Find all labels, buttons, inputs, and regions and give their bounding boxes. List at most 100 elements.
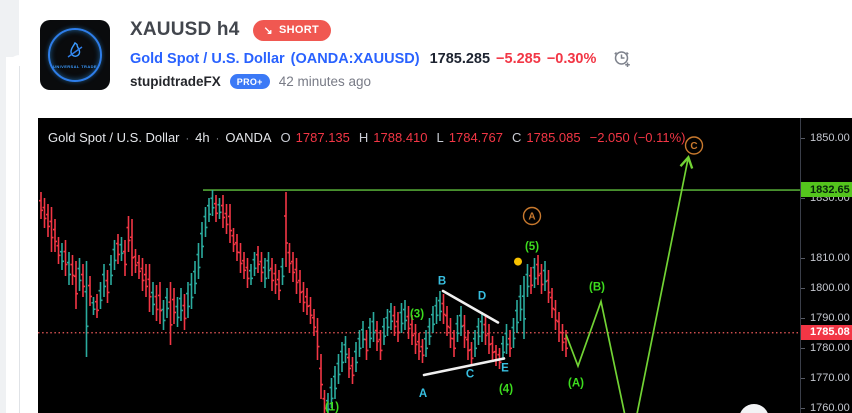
axis-tick-label: 1850.00 (810, 132, 850, 144)
ohlc-bar (235, 234, 239, 261)
ohlc-bar (424, 330, 428, 357)
ohlc-bar (85, 261, 89, 357)
wave-label[interactable]: D (478, 291, 486, 303)
ohlc-bar (50, 207, 54, 252)
wave-label[interactable]: E (501, 363, 509, 375)
ohlc-bar (522, 276, 526, 339)
ohlc-bar (151, 282, 155, 315)
wave-label[interactable]: C (466, 369, 474, 381)
ohlc-bar (347, 348, 351, 378)
ohlc-bar (452, 330, 456, 357)
ohlc-bar (473, 330, 477, 357)
ohlc-bar (162, 300, 166, 330)
ohlc-bar (218, 198, 222, 219)
ohlc-bar (246, 258, 250, 288)
ohlc-bar (519, 285, 523, 321)
ohlc-bar (480, 312, 484, 342)
ohlc-bar (302, 282, 306, 312)
trendline[interactable] (424, 359, 504, 376)
ohlc-bar (137, 255, 141, 279)
ohlc-bar (281, 258, 285, 285)
axis-tick-dash (801, 198, 805, 199)
wave-label[interactable]: (3) (410, 309, 424, 321)
ohlc-bar (176, 297, 180, 327)
ohlc-bar (256, 246, 260, 273)
ohlc-bar (214, 195, 218, 222)
wave-label[interactable]: B (438, 276, 446, 288)
ohlc-bar (190, 273, 194, 309)
ohlc-bar (260, 252, 264, 282)
ohlc-bar (543, 261, 547, 291)
ohlc-bar (225, 204, 229, 234)
legend-exchange: OANDA (225, 130, 271, 145)
ohlc-bar (463, 315, 467, 348)
ohlc-bar (312, 309, 316, 336)
ohlc-bar (158, 282, 162, 324)
ohlc-bar (197, 243, 201, 279)
ohlc-bar (113, 240, 117, 270)
legend-low: 1784.767 (449, 130, 503, 145)
price-axis[interactable]: 1850.001830.001810.001800.001790.001780.… (800, 118, 852, 413)
ohlc-bar (445, 306, 449, 336)
ohlc-bar (536, 255, 540, 285)
projection-path[interactable] (566, 159, 688, 413)
wave-label[interactable]: (B) (589, 282, 605, 294)
trendline[interactable] (443, 291, 498, 323)
ohlc-bar (477, 318, 481, 345)
ohlc-bar (99, 282, 103, 309)
ohlc-bar (417, 333, 421, 360)
axis-tick-label: 1810.00 (810, 252, 850, 264)
ohlc-bar (319, 354, 323, 399)
ohlc-bar (263, 258, 267, 288)
ohlc-bar (316, 318, 320, 360)
ohlc-bar (67, 252, 71, 285)
ohlc-bar (361, 321, 365, 348)
ohlc-bar (491, 336, 495, 360)
ohlc-bar (459, 306, 463, 336)
legend-symbol-title: Gold Spot / U.S. Dollar (48, 130, 180, 145)
ohlc-bar (466, 330, 470, 360)
ohlc-bar (358, 330, 362, 357)
legend-interval: 4h (195, 130, 209, 145)
axis-tick-dash (801, 138, 805, 139)
ohlc-bar (400, 303, 404, 333)
ohlc-bar (165, 288, 169, 318)
wave-label[interactable]: (A) (568, 378, 584, 390)
ohlc-bar (109, 255, 113, 285)
ohlc-bar (533, 258, 537, 288)
last-price-label: 1785.08 (801, 325, 852, 340)
ohlc-bar (484, 315, 488, 345)
ohlc-bar (253, 252, 257, 276)
ohlc-bar (186, 282, 190, 318)
ohlc-bar (179, 288, 183, 321)
ohlc-bar (501, 336, 505, 360)
wave-label[interactable]: (5) (525, 241, 539, 253)
axis-tick-label: 1800.00 (810, 282, 850, 294)
marker-dot[interactable] (514, 258, 522, 266)
ohlc-bar (242, 252, 246, 279)
chart-plot[interactable]: (1) (3) (4) (5) (A) (B) A B C D E A C (0, 0, 852, 413)
ohlc-bar (123, 240, 127, 276)
circled-wave-letter: C (690, 141, 697, 152)
ohlc-bar (53, 219, 57, 252)
ohlc-bar (270, 258, 274, 291)
ohlc-bar (134, 249, 138, 273)
ohlc-bar (232, 228, 236, 252)
ohlc-bar (95, 294, 99, 318)
ohlc-bar (564, 330, 568, 357)
ohlc-bar (207, 198, 211, 222)
wave-label[interactable]: (4) (499, 384, 513, 396)
ohlc-bar (298, 270, 302, 303)
ohlc-bar (508, 330, 512, 357)
axis-tick-dash (801, 348, 805, 349)
ohlc-bar (365, 330, 369, 360)
ohlc-bar (239, 243, 243, 273)
axis-tick-label: 1770.00 (810, 372, 850, 384)
ohlc-bar (116, 234, 120, 264)
ohlc-bar (354, 342, 358, 372)
ohlc-bar (470, 342, 474, 366)
circled-wave-letter: A (528, 212, 535, 223)
wave-label[interactable]: A (419, 388, 427, 400)
wave-label[interactable]: (1) (325, 402, 339, 413)
axis-tick-dash (801, 258, 805, 259)
